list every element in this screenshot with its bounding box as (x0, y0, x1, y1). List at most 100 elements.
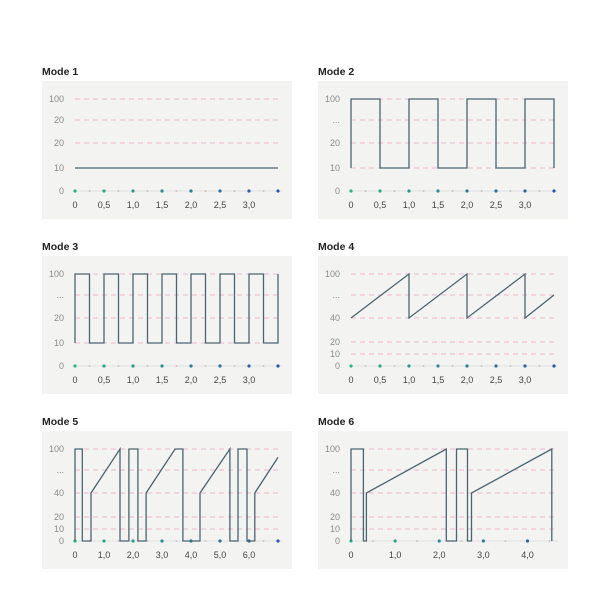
minor-tick-dot (364, 190, 367, 192)
x-tick-label: 2,5 (214, 375, 227, 385)
y-tick-label: 0 (59, 186, 64, 196)
x-axis-dot (407, 189, 411, 193)
x-tick-label: 3,0 (156, 550, 169, 560)
y-tick-label: 10 (330, 163, 340, 173)
y-tick-label: ... (332, 465, 340, 475)
x-tick-label: 2,0 (461, 375, 474, 385)
y-tick-label: 20 (330, 512, 340, 522)
x-axis-dot (494, 364, 498, 368)
y-tick-label: ... (56, 290, 64, 300)
x-tick-label: 0 (348, 375, 353, 385)
y-tick-label: 0 (59, 361, 64, 371)
x-axis-dot (247, 364, 251, 368)
y-tick-label: ... (332, 115, 340, 125)
x-axis-dot (378, 364, 382, 368)
minor-tick-dot (146, 365, 149, 367)
x-axis-dot (481, 539, 485, 543)
x-axis-dot (523, 364, 527, 368)
y-tick-label: 10 (54, 338, 64, 348)
x-axis-dot (102, 364, 106, 368)
minor-tick-dot (146, 540, 149, 542)
chart-title: Mode 2 (318, 66, 355, 78)
y-tick-label: 100 (325, 269, 340, 279)
minor-tick-dot (451, 365, 454, 367)
y-tick-label: 10 (54, 163, 64, 173)
minor-tick-dot (393, 365, 396, 367)
minor-tick-dot (364, 365, 367, 367)
x-axis-dot (436, 364, 440, 368)
x-axis-dot (349, 364, 353, 368)
plot-area: 0 10 20 20 100 0 0,5 1,0 1,5 2,0 2,5 3,0 (42, 81, 292, 219)
x-axis-dot (552, 364, 556, 368)
x-tick-label: 2,5 (490, 200, 503, 210)
chart-mode-1: Mode 1 0 10 20 20 100 0 0,5 1,0 1,5 2,0 2,5 3,0 (42, 66, 294, 219)
x-tick-label: 3,0 (477, 550, 490, 560)
x-tick-label: 1,0 (98, 550, 111, 560)
x-axis-dot (247, 189, 251, 193)
y-tick-label: 20 (54, 313, 64, 323)
x-axis-dot (276, 364, 280, 368)
series-line (74, 273, 279, 344)
x-axis-dot (160, 189, 164, 193)
x-axis-dot (189, 364, 193, 368)
y-tick-label: 20 (330, 138, 340, 148)
x-tick-label: 0 (72, 375, 77, 385)
y-tick-label: 100 (325, 444, 340, 454)
x-tick-label: 1,5 (156, 200, 169, 210)
x-axis-dot (437, 539, 441, 543)
chart-mode-6: Mode 6 0 10 20 40... 100 0 1,0 2,0 3,0 4,0 (318, 416, 570, 569)
minor-tick-dot (117, 190, 120, 192)
x-axis-dot (218, 364, 222, 368)
x-tick-label: 1,0 (403, 200, 416, 210)
x-axis-dot (393, 539, 397, 543)
plot-area: 0 10 20 40... 100 0 0,5 1,0 1,5 2,0 2,5 3,0 (318, 256, 568, 394)
y-tick-label: 10 (330, 524, 340, 534)
x-axis-dot (494, 189, 498, 193)
x-tick-label: 1,0 (127, 375, 140, 385)
x-axis-dot (131, 364, 135, 368)
x-axis-dot (189, 189, 193, 193)
x-tick-label: 1,0 (127, 200, 140, 210)
y-tick-label: 40 (54, 488, 64, 498)
x-axis-dot (276, 539, 280, 543)
minor-tick-dot (88, 190, 91, 192)
minor-tick-dot (538, 190, 541, 192)
plot-area: 0 10 20 40... 100 0 1,0 2,0 3,0 4,0 5,0 6,0 (42, 431, 292, 569)
minor-tick-dot (262, 190, 265, 192)
x-axis-dot (160, 364, 164, 368)
x-tick-label: 0 (348, 550, 353, 560)
x-tick-label: 3,0 (243, 375, 256, 385)
y-tick-label: 0 (335, 536, 340, 546)
x-axis-dot (73, 364, 77, 368)
minor-tick-dot (451, 190, 454, 192)
x-tick-label: 0 (72, 550, 77, 560)
minor-tick-dot (372, 540, 375, 542)
x-tick-label: 2,0 (461, 200, 474, 210)
x-tick-label: 2,0 (185, 375, 198, 385)
x-axis-dot (102, 189, 106, 193)
x-tick-label: 0 (72, 200, 77, 210)
y-tick-label: 100 (49, 444, 64, 454)
y-tick-label: 0 (335, 186, 340, 196)
minor-tick-dot (548, 540, 551, 542)
x-tick-label: 0,5 (374, 200, 387, 210)
series-line (350, 98, 555, 169)
minor-tick-dot (422, 365, 425, 367)
minor-tick-dot (509, 365, 512, 367)
x-tick-label: 3,0 (243, 200, 256, 210)
x-tick-label: 2,5 (490, 375, 503, 385)
minor-tick-dot (480, 365, 483, 367)
x-tick-label: 2,0 (433, 550, 446, 560)
y-tick-label: 10 (54, 524, 64, 534)
x-tick-label: 0 (348, 200, 353, 210)
minor-tick-dot (175, 365, 178, 367)
series-line (350, 447, 553, 542)
plot-area: 0 10 20... 100 0 0,5 1,0 1,5 2,0 2,5 3,0 (318, 81, 568, 219)
minor-tick-dot (262, 365, 265, 367)
minor-tick-dot (175, 540, 178, 542)
y-tick-label: 100 (49, 94, 64, 104)
x-tick-label: 1,0 (403, 375, 416, 385)
x-tick-label: 0,5 (98, 375, 111, 385)
x-tick-label: 0,5 (98, 200, 111, 210)
minor-tick-dot (509, 190, 512, 192)
